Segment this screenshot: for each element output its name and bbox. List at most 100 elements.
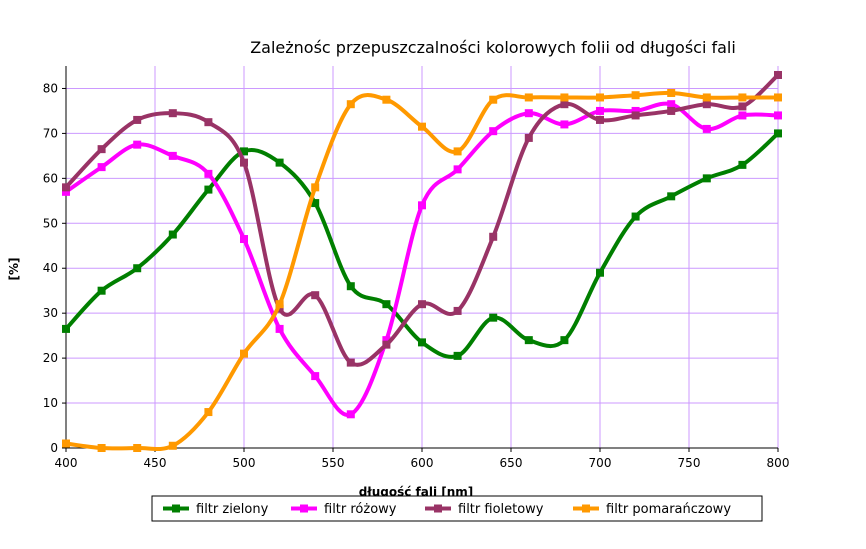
- data-point: [667, 88, 676, 97]
- legend-item-2: filtr różowy: [291, 502, 397, 517]
- data-point: [453, 147, 462, 156]
- data-point: [453, 351, 462, 360]
- data-point: [97, 444, 106, 452]
- series-2: [62, 100, 782, 419]
- data-point: [738, 93, 747, 102]
- data-point: [631, 91, 640, 100]
- y-tick-label: 40: [43, 261, 58, 275]
- x-tick-label: 600: [411, 456, 434, 470]
- x-tick-label: 550: [322, 456, 345, 470]
- y-tick-label: 0: [50, 441, 58, 455]
- data-point: [453, 306, 462, 315]
- data-point: [774, 111, 782, 120]
- data-point: [382, 340, 391, 349]
- legend: filtr zielony filtr różowy filtr fioletowy…: [151, 495, 763, 522]
- series-4: [62, 88, 782, 452]
- data-point: [382, 95, 391, 104]
- x-tick-label: 500: [233, 456, 256, 470]
- x-axis-ticks: 400 450 500 550 600 650 700 750 800: [55, 448, 790, 470]
- data-point: [97, 145, 106, 154]
- legend-marker: [582, 504, 590, 513]
- data-point: [524, 133, 533, 142]
- data-point: [774, 93, 782, 102]
- legend-label: filtr pomarańczowy: [606, 502, 731, 517]
- data-point: [489, 232, 498, 241]
- data-point: [382, 300, 391, 309]
- data-point: [97, 163, 106, 172]
- legend-marker: [434, 504, 442, 513]
- data-point: [667, 100, 676, 109]
- data-point: [346, 282, 355, 291]
- data-point: [596, 268, 604, 277]
- legend-label: filtr zielony: [196, 502, 269, 517]
- y-tick-label: 50: [43, 216, 58, 230]
- legend-marker: [172, 504, 180, 513]
- data-point: [204, 408, 213, 417]
- data-point: [382, 336, 391, 345]
- data-point: [62, 439, 70, 448]
- data-point: [489, 127, 498, 136]
- data-point: [631, 111, 640, 120]
- data-point: [596, 93, 604, 102]
- series-line: [64, 90, 780, 451]
- legend-item-3: filtr fioletowy: [425, 502, 544, 517]
- data-point: [275, 324, 284, 333]
- legend-item-4: filtr pomarańczowy: [573, 502, 731, 517]
- data-point: [524, 93, 533, 102]
- x-tick-label: 400: [55, 456, 78, 470]
- data-point: [738, 160, 747, 169]
- legend-item-1: filtr zielony: [163, 502, 269, 517]
- data-point: [275, 158, 284, 167]
- x-tick-label: 800: [767, 456, 790, 470]
- data-point: [204, 169, 213, 178]
- legend-box: [151, 495, 763, 522]
- data-point: [240, 349, 248, 358]
- data-point: [524, 109, 533, 118]
- data-point: [133, 115, 142, 124]
- y-tick-label: 60: [43, 171, 58, 185]
- data-point: [524, 336, 533, 345]
- data-point: [133, 264, 142, 273]
- data-point: [738, 102, 747, 111]
- data-point: [702, 100, 711, 109]
- data-point: [204, 118, 213, 127]
- chart-title: Zależnośc przepuszczalności kolorowych f…: [250, 38, 736, 57]
- legend-label: filtr fioletowy: [458, 502, 544, 517]
- data-point: [346, 358, 355, 367]
- data-point: [418, 300, 426, 309]
- data-point: [774, 70, 782, 79]
- data-point: [738, 111, 747, 120]
- y-tick-label: 30: [43, 306, 58, 320]
- data-point: [168, 441, 177, 450]
- x-tick-label: 650: [500, 456, 523, 470]
- data-point: [489, 95, 498, 104]
- data-point: [560, 100, 569, 109]
- series-line: [64, 101, 780, 417]
- x-tick-label: 450: [144, 456, 167, 470]
- data-point: [311, 291, 320, 300]
- y-axis-label: [%]: [7, 258, 21, 281]
- data-point: [168, 230, 177, 239]
- series-3: [62, 70, 782, 367]
- legend-label: filtr różowy: [324, 502, 397, 517]
- data-point: [62, 187, 70, 196]
- data-point: [418, 201, 426, 210]
- data-point: [560, 336, 569, 345]
- data-point: [311, 372, 320, 381]
- data-point: [560, 93, 569, 102]
- y-tick-label: 20: [43, 351, 58, 365]
- data-point: [97, 286, 106, 295]
- data-point: [453, 165, 462, 174]
- data-point: [596, 115, 604, 124]
- data-point: [346, 100, 355, 109]
- data-point: [168, 151, 177, 160]
- data-point: [560, 120, 569, 129]
- y-tick-label: 80: [43, 81, 58, 95]
- data-point: [702, 124, 711, 133]
- legend-marker: [300, 504, 308, 513]
- data-point: [240, 147, 248, 156]
- data-point: [311, 199, 320, 208]
- data-point: [133, 444, 142, 452]
- y-tick-label: 10: [43, 396, 58, 410]
